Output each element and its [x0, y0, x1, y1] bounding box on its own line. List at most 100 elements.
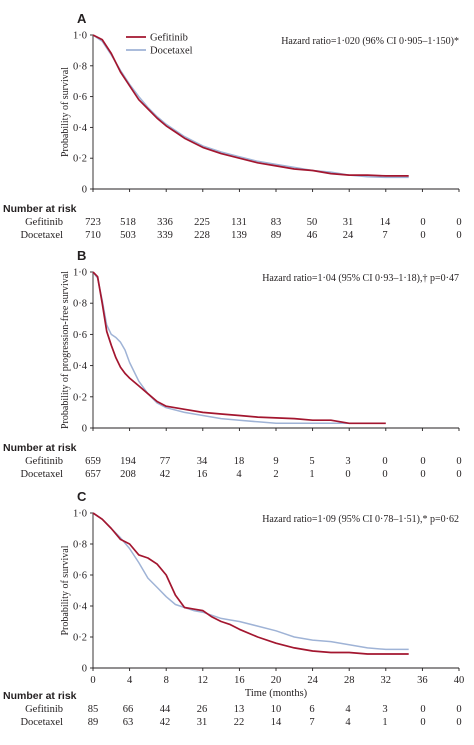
- risk-value-docetaxel: 0: [420, 717, 425, 728]
- x-tick-label: 0: [90, 675, 95, 686]
- y-axis-label: Probability of survival: [60, 545, 71, 635]
- risk-value-docetaxel: 0: [345, 469, 350, 480]
- risk-value-docetaxel: 339: [157, 230, 173, 241]
- risk-value-gefitinib: 66: [123, 704, 134, 715]
- risk-table-header: Number at risk: [3, 203, 77, 215]
- risk-value-docetaxel: 0: [382, 469, 387, 480]
- x-tick-label: 36: [417, 675, 428, 686]
- risk-value-docetaxel: 42: [160, 717, 171, 728]
- risk-value-gefitinib: 34: [197, 456, 208, 467]
- chart-panel-a: A 0 0·2 0·4 0·6 0·8 1·0 Probability of survival…: [3, 11, 462, 241]
- risk-value-gefitinib: 4: [345, 704, 351, 715]
- risk-value-docetaxel: 1: [309, 469, 314, 480]
- risk-value-docetaxel: 4: [345, 717, 351, 728]
- risk-value-docetaxel: 1: [382, 717, 387, 728]
- risk-value-docetaxel: 208: [120, 469, 136, 480]
- risk-value-gefitinib: 723: [85, 217, 101, 228]
- risk-value-docetaxel: 14: [271, 717, 282, 728]
- y-tick-label: 1·0: [73, 268, 87, 279]
- x-tick-label: 12: [198, 675, 209, 686]
- risk-value-gefitinib: 18: [234, 456, 245, 467]
- legend-label-docetaxel: Docetaxel: [150, 46, 193, 57]
- risk-row-label-docetaxel: Docetaxel: [20, 230, 63, 241]
- y-tick-label: 0·8: [73, 61, 87, 72]
- x-tick-label: 40: [454, 675, 465, 686]
- risk-value-docetaxel: 710: [85, 230, 101, 241]
- risk-table-header: Number at risk: [3, 442, 77, 454]
- risk-value-docetaxel: 0: [420, 469, 425, 480]
- series-line-docetaxel: [92, 34, 409, 179]
- risk-value-gefitinib: 0: [456, 217, 461, 228]
- risk-value-docetaxel: 22: [234, 717, 245, 728]
- y-tick-label: 0: [82, 185, 87, 196]
- risk-value-gefitinib: 131: [231, 217, 247, 228]
- hazard-ratio-text: Hazard ratio=1·04 (95% CI 0·93–1·18),† p…: [262, 273, 459, 284]
- risk-value-gefitinib: 6: [309, 704, 314, 715]
- x-tick-label: 32: [381, 675, 392, 686]
- y-tick-label: 0·2: [73, 392, 87, 403]
- risk-row-label-docetaxel: Docetaxel: [20, 717, 63, 728]
- risk-row-label-gefitinib: Gefitinib: [25, 217, 63, 228]
- risk-value-gefitinib: 44: [160, 704, 171, 715]
- risk-row-label-gefitinib: Gefitinib: [25, 456, 63, 467]
- y-axis-label: Probability of progression-free survival: [60, 271, 71, 429]
- risk-value-gefitinib: 5: [309, 456, 314, 467]
- series-line-docetaxel: [92, 271, 350, 425]
- risk-value-gefitinib: 0: [382, 456, 387, 467]
- y-tick-label: 0·6: [73, 330, 87, 341]
- y-axis-label: Probability of survival: [60, 67, 71, 157]
- panel-letter: A: [77, 11, 87, 26]
- risk-value-gefitinib: 10: [271, 704, 282, 715]
- risk-value-gefitinib: 518: [120, 217, 136, 228]
- chart-panel-c: C00·20·40·60·81·00 4 8 12 16 20 24 28 32 36 40Time…: [3, 489, 464, 728]
- risk-value-docetaxel: 2: [273, 469, 278, 480]
- y-tick-label: 0: [82, 664, 87, 675]
- risk-value-docetaxel: 46: [307, 230, 318, 241]
- risk-value-docetaxel: 0: [420, 230, 425, 241]
- risk-value-docetaxel: 0: [456, 469, 461, 480]
- y-tick-label: 0·6: [73, 571, 87, 582]
- hazard-ratio-text: Hazard ratio=1·09 (95% CI 0·78–1·51),* p…: [262, 514, 459, 525]
- risk-value-gefitinib: 9: [273, 456, 278, 467]
- x-axis-label: Time (months): [245, 688, 308, 699]
- series-line-docetaxel: [92, 512, 409, 651]
- risk-value-gefitinib: 0: [420, 217, 425, 228]
- x-tick-label: 16: [234, 675, 245, 686]
- risk-value-gefitinib: 3: [382, 704, 387, 715]
- y-tick-label: 0·8: [73, 299, 87, 310]
- risk-value-docetaxel: 63: [123, 717, 134, 728]
- risk-table-header: Number at risk: [3, 690, 77, 702]
- risk-value-gefitinib: 0: [456, 456, 461, 467]
- risk-value-docetaxel: 0: [456, 230, 461, 241]
- risk-value-docetaxel: 139: [231, 230, 247, 241]
- risk-value-docetaxel: 503: [120, 230, 136, 241]
- risk-value-gefitinib: 0: [420, 456, 425, 467]
- risk-row-label-docetaxel: Docetaxel: [20, 469, 63, 480]
- x-tick-label: 4: [127, 675, 133, 686]
- risk-value-gefitinib: 31: [343, 217, 354, 228]
- risk-value-docetaxel: 7: [382, 230, 387, 241]
- risk-value-docetaxel: 89: [88, 717, 99, 728]
- hazard-ratio-text: Hazard ratio=1·020 (96% CI 0·905–1·150)*: [281, 36, 459, 47]
- y-tick-label: 0·2: [73, 633, 87, 644]
- risk-value-gefitinib: 0: [420, 704, 425, 715]
- risk-value-gefitinib: 83: [271, 217, 282, 228]
- risk-value-docetaxel: 16: [197, 469, 208, 480]
- y-tick-label: 0: [82, 424, 87, 435]
- risk-value-gefitinib: 13: [234, 704, 245, 715]
- risk-value-gefitinib: 85: [88, 704, 99, 715]
- risk-value-gefitinib: 3: [345, 456, 350, 467]
- x-tick-label: 28: [344, 675, 355, 686]
- risk-value-gefitinib: 14: [380, 217, 391, 228]
- y-tick-label: 0·2: [73, 154, 87, 165]
- y-tick-label: 0·4: [73, 602, 88, 613]
- risk-value-docetaxel: 24: [343, 230, 354, 241]
- risk-value-gefitinib: 194: [120, 456, 137, 467]
- risk-value-docetaxel: 89: [271, 230, 282, 241]
- y-tick-label: 0·4: [73, 123, 88, 134]
- panel-letter: B: [77, 248, 86, 263]
- y-tick-label: 1·0: [73, 31, 87, 42]
